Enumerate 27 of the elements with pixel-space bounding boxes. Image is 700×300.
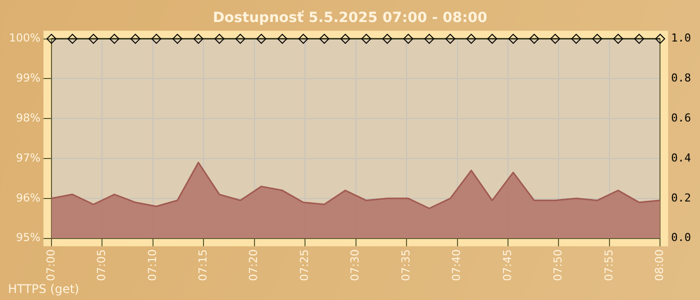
y-tick-label: 97% bbox=[16, 151, 40, 164]
y-tick-label: 96% bbox=[16, 191, 40, 204]
y-tick-label: 98% bbox=[16, 111, 40, 124]
chart-title: Dostupnosť 5.5.2025 07:00 - 08:00 bbox=[212, 10, 488, 26]
y2-tick-label: 0.6 bbox=[671, 111, 692, 124]
text: HTTPS (get) bbox=[8, 282, 80, 296]
x-tick-label: 07:35 bbox=[399, 249, 412, 282]
y2-tick-label: 0.0 bbox=[671, 231, 692, 244]
y2-tick-label: 0.8 bbox=[671, 72, 692, 85]
x-tick-label: 07:25 bbox=[298, 249, 311, 282]
x-tick-label: 07:40 bbox=[450, 249, 464, 282]
y-tick-label: 100% bbox=[8, 32, 40, 45]
x-tick-label: 07:55 bbox=[602, 249, 616, 282]
x-tick-label: 07:10 bbox=[146, 249, 159, 282]
x-tick-label: 07:30 bbox=[348, 249, 362, 282]
y2-tick-label: 0.2 bbox=[671, 191, 692, 204]
x-tick-label: 07:20 bbox=[247, 249, 260, 282]
x-tick-label: 07:50 bbox=[552, 249, 565, 282]
x-tick-label: 07:05 bbox=[95, 249, 108, 282]
x-tick-label: 07:15 bbox=[196, 249, 210, 282]
y-tick-label: 99% bbox=[16, 72, 40, 85]
y-tick-label: 95% bbox=[16, 231, 40, 244]
x-tick-label: 08:00 bbox=[652, 249, 666, 282]
x-tick-label: 07:00 bbox=[44, 249, 58, 282]
x-tick-label: 07:45 bbox=[500, 249, 514, 282]
y2-tick-label: 0.4 bbox=[671, 151, 692, 164]
y2-tick-label: 1.0 bbox=[671, 32, 692, 45]
